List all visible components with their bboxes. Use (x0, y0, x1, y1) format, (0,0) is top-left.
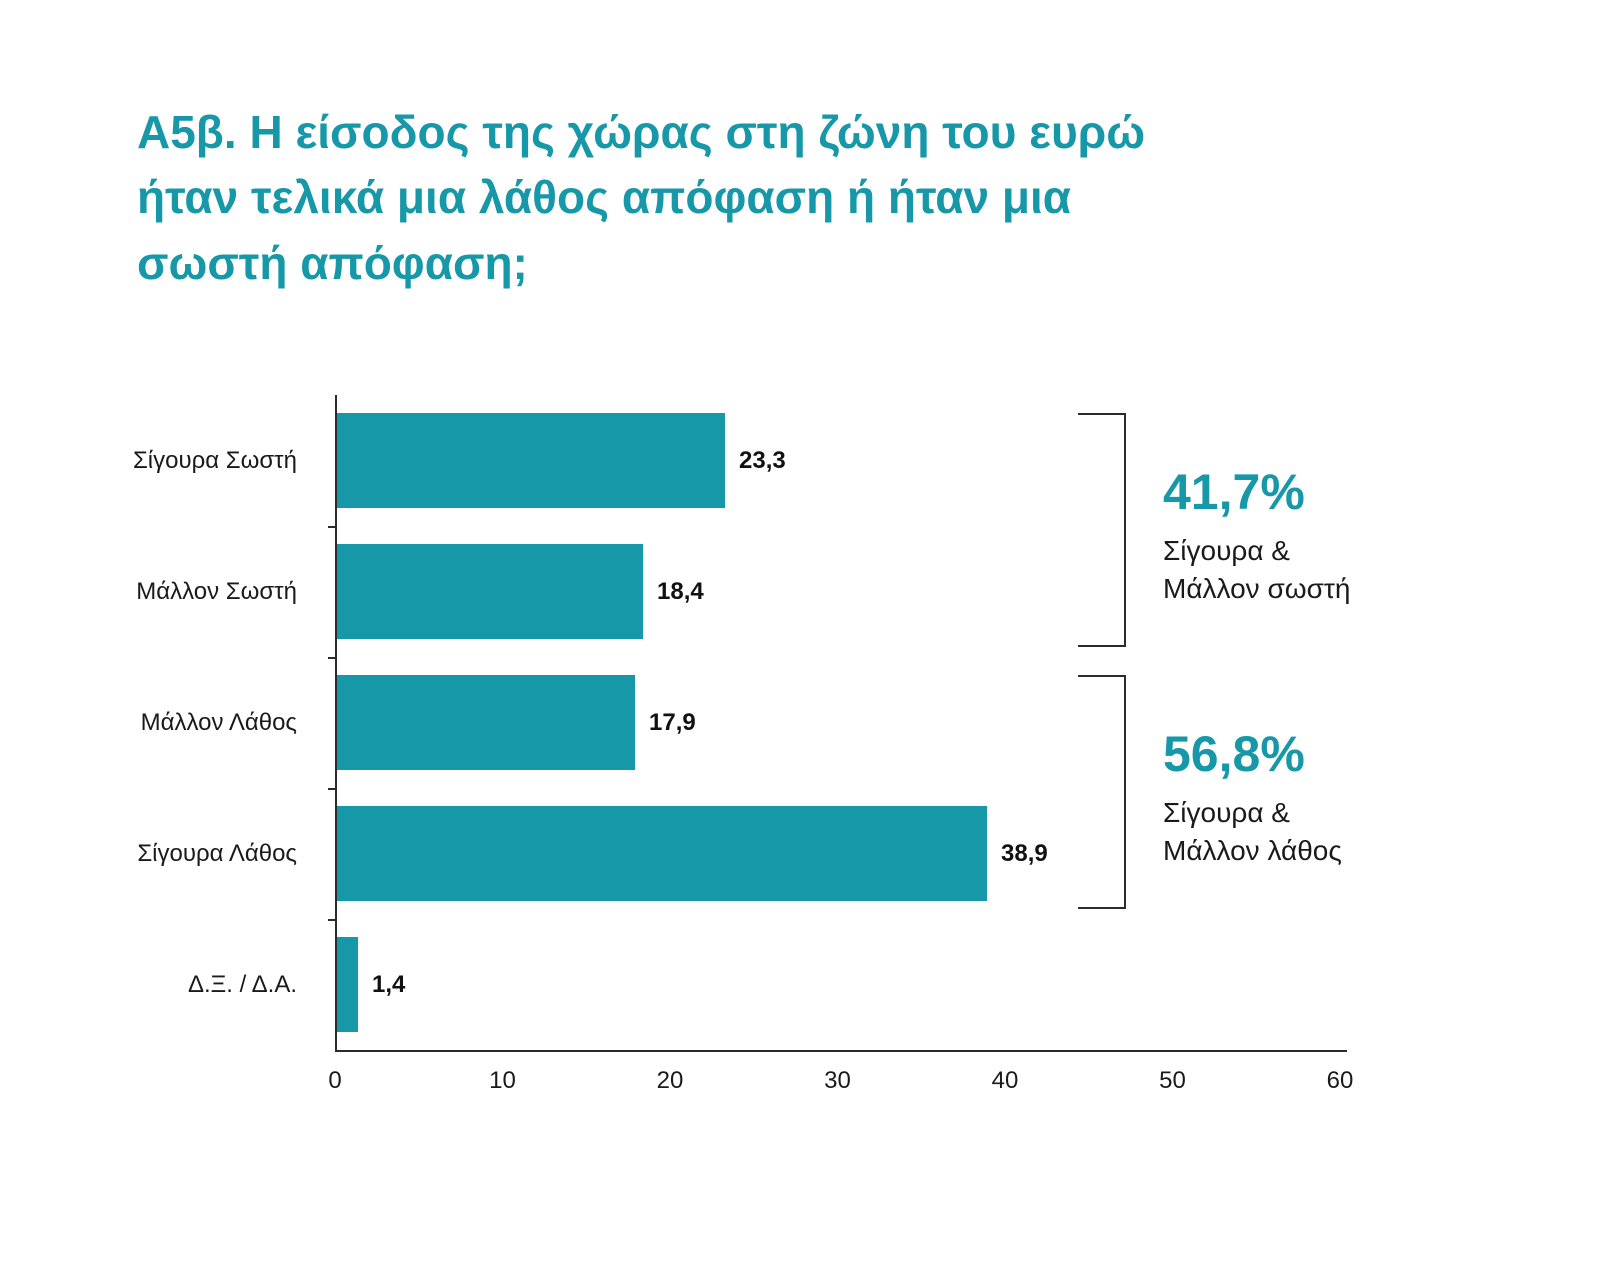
chart-row: Μάλλον Σωστή 18,4 (0, 526, 1048, 657)
x-axis-tick-label: 50 (1159, 1067, 1186, 1094)
bar-chart: Σίγουρα Σωστή 23,3 Μάλλον Σωστή 18,4 Μάλλον … (0, 395, 1600, 1095)
y-axis-tick (328, 919, 336, 921)
annotation-label-line: Μάλλον λάθος (1163, 834, 1342, 866)
value-label: 18,4 (657, 577, 704, 605)
x-axis-tick-label: 0 (328, 1067, 342, 1094)
chart-row: Σίγουρα Λάθος 38,9 (0, 788, 1048, 919)
chart-title: Α5β. Η είσοδος της χώρας στη ζώνη του ευ… (137, 106, 1146, 289)
value-label: 38,9 (1001, 839, 1048, 867)
group-annotation: 41,7% Σίγουρα & Μάλλον σωστή (1163, 465, 1493, 608)
value-label: 1,4 (372, 970, 406, 998)
category-label: Δ.Ξ. / Δ.Α. (187, 970, 297, 998)
chart-row: Σίγουρα Σωστή 23,3 (0, 395, 1048, 526)
bar (335, 413, 725, 508)
category-label: Σίγουρα Σωστή (132, 446, 297, 474)
x-axis-tick-label: 10 (489, 1067, 516, 1094)
bar (335, 544, 643, 639)
bar (335, 675, 635, 770)
value-label: 17,9 (649, 708, 696, 736)
chart-row: Μάλλον Λάθος 17,9 (0, 657, 1048, 788)
group-bracket (1078, 413, 1126, 647)
category-label: Σίγουρα Λάθος (137, 839, 297, 867)
x-axis-line (335, 1050, 1347, 1052)
category-label: Μάλλον Σωστή (136, 577, 297, 605)
x-axis-tick-label: 60 (1326, 1067, 1354, 1094)
value-label: 23,3 (739, 446, 786, 474)
chart-row: Δ.Ξ. / Δ.Α. 1,4 (0, 919, 1048, 1050)
annotation-label-line: Σίγουρα & (1163, 797, 1290, 828)
group-bracket (1078, 675, 1126, 909)
y-axis-tick (328, 788, 336, 790)
y-axis-line (335, 395, 337, 1052)
x-axis-tick-label: 20 (656, 1067, 684, 1094)
annotation-percent: 41,7% (1163, 464, 1305, 520)
bar (335, 806, 987, 901)
chart-rows: Σίγουρα Σωστή 23,3 Μάλλον Σωστή 18,4 Μάλλον … (0, 395, 1048, 1050)
category-label: Μάλλον Λάθος (140, 708, 297, 736)
bar (335, 937, 358, 1032)
group-annotation: 56,8% Σίγουρα & Μάλλον λάθος (1163, 727, 1493, 870)
x-axis-tick-label: 30 (824, 1067, 851, 1094)
annotation-label-line: Σίγουρα & (1163, 535, 1290, 566)
y-axis-tick (328, 526, 336, 528)
annotation-label-line: Μάλλον σωστή (1163, 572, 1351, 604)
y-axis-tick (328, 657, 336, 659)
x-axis-tick-label: 40 (991, 1067, 1019, 1094)
annotation-percent: 56,8% (1163, 726, 1305, 782)
